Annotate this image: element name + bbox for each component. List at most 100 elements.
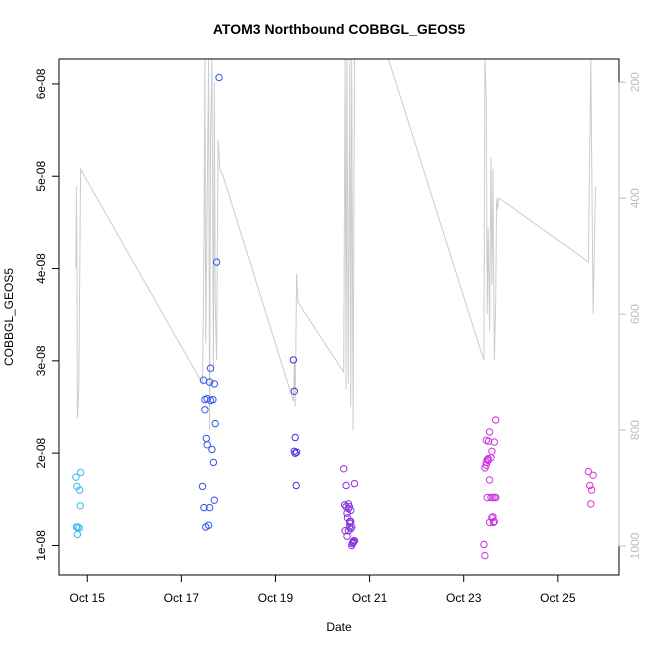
- x-tick-label: Oct 25: [540, 591, 576, 605]
- data-point: [586, 481, 594, 490]
- y-tick-label: 2e-08: [34, 437, 48, 468]
- data-point: [344, 527, 353, 535]
- series-flight-oct17: [198, 73, 223, 531]
- data-point: [72, 473, 80, 481]
- data-point: [340, 501, 349, 509]
- data-point: [208, 445, 216, 454]
- data-point: [480, 540, 488, 549]
- data-point: [485, 518, 494, 527]
- pressure-trace-layer: [75, 58, 596, 431]
- data-point: [484, 456, 492, 465]
- data-point: [588, 486, 596, 494]
- data-point: [584, 467, 593, 476]
- data-point: [289, 356, 298, 364]
- data-point: [205, 378, 214, 386]
- series-flight-oct23: [480, 416, 500, 560]
- data-point: [200, 503, 208, 512]
- data-point: [481, 464, 489, 472]
- data-point: [347, 525, 355, 533]
- secondary-y-axis: 200 400 600 800 1000: [618, 72, 642, 559]
- x-tick-label: Oct 23: [446, 591, 482, 605]
- data-point: [210, 380, 219, 388]
- data-point: [343, 532, 351, 540]
- data-point: [345, 523, 354, 531]
- data-point: [587, 500, 595, 508]
- series-flight-oct25: [584, 467, 597, 508]
- data-point: [203, 441, 211, 449]
- data-point: [489, 513, 497, 521]
- data-point: [204, 521, 213, 529]
- pressure-trace-line: [75, 58, 596, 431]
- data-point: [292, 481, 300, 490]
- y-tick-label: 1e-08: [34, 530, 48, 561]
- data-point: [76, 502, 84, 510]
- series-flight-oct20: [340, 465, 359, 550]
- data-point: [215, 73, 223, 82]
- secondary-y-tick-label: 800: [628, 420, 642, 440]
- data-point: [482, 458, 490, 467]
- data-point: [344, 500, 353, 508]
- data-point: [488, 514, 496, 522]
- data-point: [209, 395, 217, 404]
- data-point: [491, 493, 499, 502]
- x-tick-label: Oct 21: [352, 591, 388, 605]
- data-point: [344, 504, 353, 513]
- x-tick-label: Oct 17: [164, 591, 200, 605]
- data-points-layer: [72, 73, 597, 560]
- plot-frame: [58, 58, 620, 576]
- x-tick-label: Oct 15: [70, 591, 106, 605]
- data-point: [202, 434, 211, 443]
- data-point: [73, 530, 82, 539]
- data-point: [488, 447, 496, 455]
- data-point: [291, 433, 299, 442]
- data-point: [490, 517, 498, 526]
- secondary-y-tick-label: 1000: [628, 532, 642, 559]
- data-point: [76, 486, 84, 494]
- data-point: [203, 395, 211, 403]
- data-point: [492, 416, 500, 424]
- secondary-y-tick-label: 600: [628, 304, 642, 324]
- data-point: [342, 481, 350, 490]
- series-flight-oct19: [289, 356, 301, 490]
- data-point: [489, 493, 497, 502]
- data-point: [589, 471, 597, 479]
- data-point: [340, 465, 348, 473]
- data-point: [209, 458, 218, 467]
- data-point: [343, 514, 352, 522]
- data-point: [485, 428, 494, 436]
- data-point: [205, 503, 214, 512]
- data-point: [483, 493, 491, 502]
- secondary-y-tick-label: 200: [628, 72, 642, 92]
- data-point: [211, 419, 219, 428]
- data-point: [75, 524, 83, 532]
- x-axis: Oct 15 Oct 17 Oct 19 Oct 21 Oct 23 Oct 25: [70, 574, 576, 605]
- chart-title: ATOM3 Northbound COBBGL_GEOS5: [213, 21, 465, 37]
- data-point: [290, 387, 298, 395]
- data-point: [482, 436, 490, 444]
- data-point: [212, 258, 221, 266]
- series-flight-oct14: [72, 468, 85, 539]
- data-point: [489, 518, 498, 527]
- data-point: [481, 551, 489, 560]
- data-point: [349, 537, 358, 545]
- data-point: [206, 364, 215, 372]
- y-axis-label: COBBGL_GEOS5: [2, 268, 16, 366]
- y-tick-label: 4e-08: [34, 253, 48, 284]
- data-point: [347, 506, 355, 515]
- y-tick-label: 5e-08: [34, 161, 48, 192]
- data-point: [76, 468, 85, 477]
- y-tick-label: 6e-08: [34, 68, 48, 99]
- data-point: [199, 376, 208, 384]
- data-point: [346, 517, 354, 526]
- data-point: [291, 449, 299, 457]
- data-point: [210, 496, 219, 504]
- data-point: [485, 476, 494, 484]
- data-point: [487, 493, 495, 502]
- secondary-y-tick-label: 400: [628, 188, 642, 208]
- data-point: [350, 479, 359, 488]
- x-tick-label: Oct 19: [258, 591, 294, 605]
- data-point: [201, 406, 209, 414]
- data-point: [490, 438, 498, 446]
- x-axis-label: Date: [326, 620, 352, 634]
